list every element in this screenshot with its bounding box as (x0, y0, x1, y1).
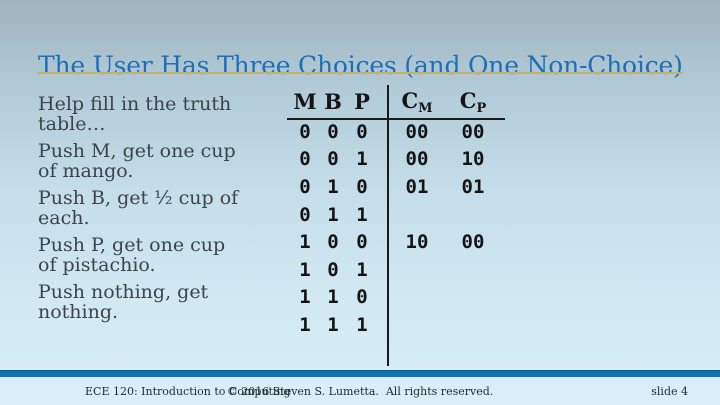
footer-course: ECE 120: Introduction to Computing (85, 385, 291, 398)
bullet-push-p: Push P, get one cup of pistachio. (38, 234, 226, 276)
table-header-underline (287, 118, 505, 120)
header-cm: CM (401, 87, 433, 116)
table-vertical-divider (387, 85, 389, 366)
table-row: 1 0 0 10 00 (299, 231, 485, 254)
footer: ECE 120: Introduction to Computing © 201… (0, 378, 720, 405)
table-header-row: M B P CM CP (287, 85, 505, 118)
bullet-help-fill: Help fill in the truth table… (38, 93, 232, 135)
bullet-push-b: Push B, get ½ cup of each. (38, 187, 239, 229)
header-cp: CP (459, 87, 487, 116)
header-m: M (293, 89, 317, 114)
bullet-push-nothing: Push nothing, get nothing. (38, 281, 209, 323)
header-b: B (324, 89, 342, 114)
header-p: P (354, 89, 370, 114)
bullet-text-block: Help fill in the truth table… Push M, ge… (38, 94, 288, 329)
table-row: 1 0 1 (299, 258, 368, 281)
footer-slide-number: slide 4 (651, 385, 688, 398)
table-row: 1 1 1 (299, 313, 368, 336)
table-row: 0 0 0 00 00 (299, 120, 485, 143)
table-row: 0 1 0 01 01 (299, 175, 485, 198)
truth-table: M B P CM CP 0 0 0 00 00 0 0 1 00 10 0 1 … (287, 85, 505, 366)
table-row: 1 1 0 (299, 286, 368, 309)
title-underline (37, 72, 683, 74)
table-row: 0 1 1 (299, 203, 368, 226)
footer-copyright: © 2016 Steven S. Lumetta. All rights res… (226, 385, 494, 398)
footer-accent-bar (0, 370, 720, 377)
slide-title: The User Has Three Choices (and One Non-… (38, 50, 683, 80)
bullet-push-m: Push M, get one cup of mango. (38, 140, 236, 182)
table-row: 0 0 1 00 10 (299, 148, 485, 171)
